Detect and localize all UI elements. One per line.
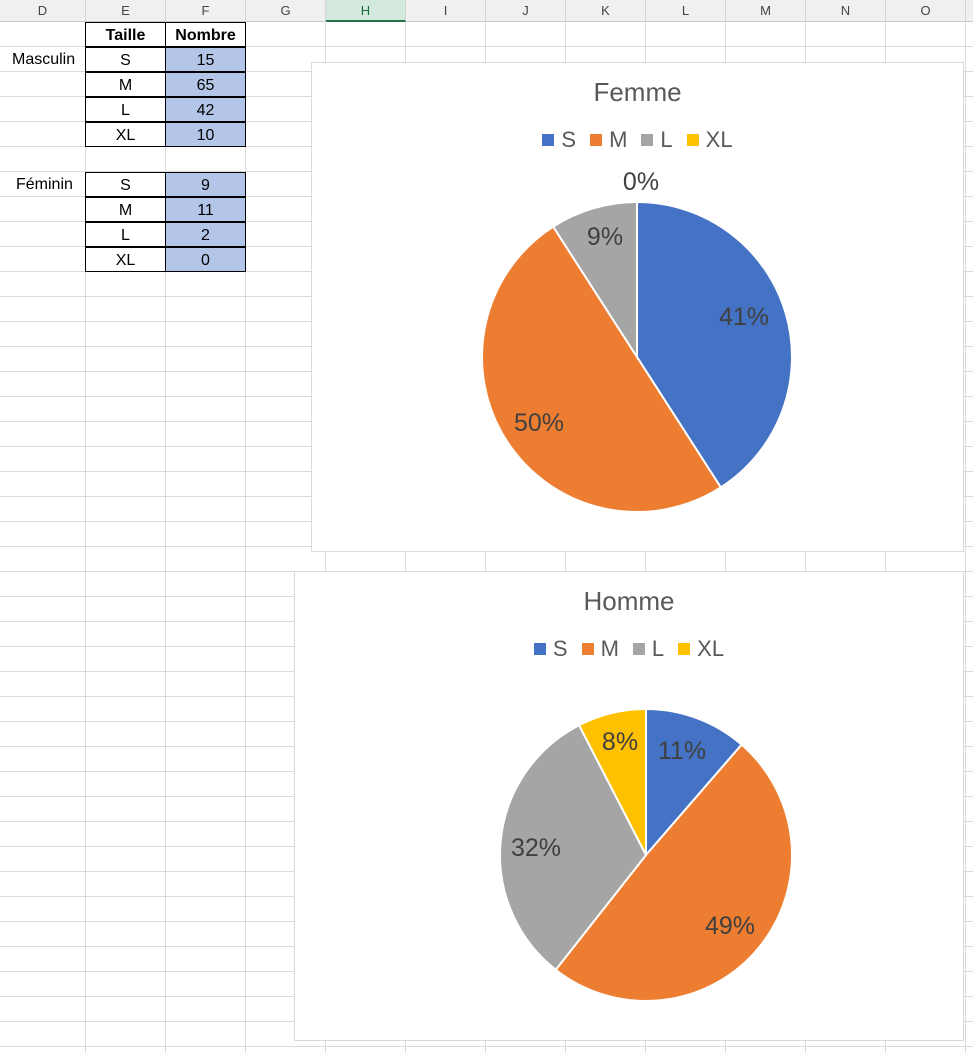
legend-swatch-l (632, 643, 645, 655)
column-header-g[interactable]: G (246, 0, 326, 22)
femme-chart[interactable]: Femme S M L XL 41% 50% 9% 0% (311, 62, 964, 552)
masc-nombre-s[interactable]: 15 (165, 47, 246, 72)
homme-pie-plot: 11% 49% 32% 8% (499, 707, 793, 1002)
homme-chart[interactable]: Homme S M L XL 11% 49% 32% 8% (294, 571, 964, 1041)
masc-taille-m[interactable]: M (85, 72, 166, 97)
data-label-l: 32% (511, 834, 561, 862)
pie-slice-m[interactable] (554, 743, 793, 1002)
column-header-h[interactable]: H (326, 0, 406, 22)
data-label-m: 49% (705, 912, 755, 940)
legend-label: S (561, 127, 577, 152)
legend-label: XL (705, 127, 733, 152)
homme-chart-title: Homme (583, 586, 675, 616)
pie-slice-xl[interactable] (577, 707, 647, 856)
masc-nombre-xl[interactable]: 10 (165, 122, 246, 147)
femme-chart-title: Femme (593, 77, 682, 107)
pie-slice-m[interactable] (481, 225, 723, 513)
column-header-i[interactable]: I (406, 0, 486, 22)
fem-nombre-m[interactable]: 11 (165, 197, 246, 222)
legend-swatch-m (581, 643, 594, 655)
feminin-label[interactable]: Féminin (16, 176, 73, 193)
femme-pie-plot: 41% 50% 9%0% (481, 168, 793, 513)
data-label-xl: 0% (623, 168, 659, 196)
column-header-m[interactable]: M (726, 0, 806, 22)
legend-swatch-s (533, 643, 546, 655)
homme-legend-item: M (581, 636, 619, 662)
masculin-label[interactable]: Masculin (12, 51, 76, 68)
masc-taille-l[interactable]: L (85, 97, 166, 122)
fem-taille-l[interactable]: L (85, 222, 166, 247)
legend-swatch-s (542, 134, 555, 146)
column-header-n[interactable]: N (806, 0, 886, 22)
homme-legend-item: L (632, 636, 665, 662)
pie-slice-s[interactable] (645, 707, 744, 858)
legend-label: M (609, 127, 628, 152)
grid-column-line (245, 22, 246, 1053)
column-header-k[interactable]: K (566, 0, 646, 22)
legend-label: XL (697, 636, 725, 661)
legend-swatch-xl (686, 134, 699, 146)
column-header-d[interactable]: D (0, 0, 86, 22)
masc-taille-s[interactable]: S (85, 47, 166, 72)
masc-nombre-l[interactable]: 42 (165, 97, 246, 122)
grid-column-line (85, 22, 86, 1053)
fem-nombre-s[interactable]: 9 (165, 172, 246, 197)
data-label-l: 9% (587, 223, 623, 251)
legend-swatch-l (641, 134, 654, 146)
grid-column-line (965, 22, 966, 1053)
data-label-s: 11% (658, 737, 706, 765)
grid-column-line (165, 22, 166, 1053)
femme-legend-item: XL (686, 127, 733, 153)
fem-taille-m[interactable]: M (85, 197, 166, 222)
data-label-xl: 8% (602, 728, 638, 756)
data-label-s: 41% (719, 303, 769, 331)
homme-legend-item: S (533, 636, 568, 662)
data-label-m: 50% (514, 409, 564, 437)
legend-label: L (660, 127, 673, 152)
homme-legend-item: XL (678, 636, 724, 662)
column-header-e[interactable]: E (86, 0, 166, 22)
column-header-o[interactable]: O (886, 0, 966, 22)
fem-taille-xl[interactable]: XL (85, 247, 166, 272)
fem-nombre-xl[interactable]: 0 (165, 247, 246, 272)
legend-swatch-xl (678, 643, 691, 655)
header-taille[interactable]: Taille (85, 22, 166, 47)
masc-nombre-m[interactable]: 65 (165, 72, 246, 97)
femme-legend-item: S (542, 127, 576, 153)
legend-label: L (651, 636, 665, 661)
fem-taille-s[interactable]: S (85, 172, 166, 197)
grid-row-line (0, 1046, 973, 1047)
grid-row-line (0, 46, 973, 47)
femme-legend: S M L XL (312, 127, 963, 153)
masc-taille-xl[interactable]: XL (85, 122, 166, 147)
legend-label: M (600, 636, 619, 661)
column-header-l[interactable]: L (646, 0, 726, 22)
homme-legend: S M L XL (295, 636, 963, 662)
femme-legend-item: L (641, 127, 673, 153)
pie-slice-l[interactable] (551, 200, 638, 361)
legend-label: S (552, 636, 568, 661)
fem-nombre-l[interactable]: 2 (165, 222, 246, 247)
femme-legend-item: M (590, 127, 627, 153)
legend-swatch-m (590, 134, 603, 146)
header-nombre[interactable]: Nombre (165, 22, 246, 47)
column-header-j[interactable]: J (486, 0, 566, 22)
column-header-f[interactable]: F (166, 0, 246, 22)
